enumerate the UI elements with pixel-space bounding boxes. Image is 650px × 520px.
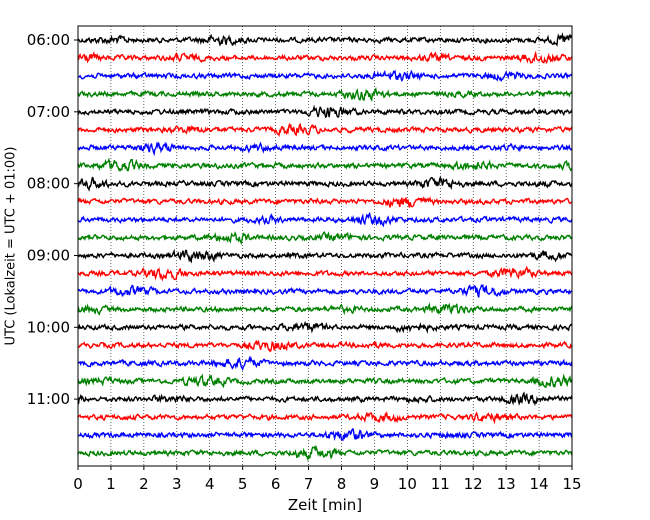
y-tick-label: 08:00 <box>27 175 70 193</box>
x-tick-label: 13 <box>497 475 516 493</box>
y-tick-label: 07:00 <box>27 103 70 121</box>
plot-frame <box>77 25 573 467</box>
x-axis-label: Zeit [min] <box>288 496 362 514</box>
seismogram-trace <box>77 355 573 372</box>
seismogram-trace <box>77 302 573 316</box>
y-tick-label: 06:00 <box>27 31 70 49</box>
seismogram-trace <box>77 196 573 208</box>
seismogram-trace <box>77 231 573 246</box>
seismogram-trace <box>77 265 573 282</box>
x-tick-label: 8 <box>337 475 347 493</box>
seismogram-trace <box>77 248 573 264</box>
seismogram-trace <box>77 373 573 389</box>
x-tick-label: 1 <box>106 475 116 493</box>
seismogram-trace <box>77 428 573 442</box>
x-tick-label: 10 <box>398 475 417 493</box>
seismogram-trace <box>77 410 573 425</box>
x-tick-label: 2 <box>139 475 149 493</box>
seismogram-trace <box>77 141 573 157</box>
x-tick-label: 5 <box>238 475 248 493</box>
seismogram-trace <box>77 211 573 228</box>
seismogram-trace <box>77 283 573 298</box>
y-axis: 06:00 07:00 08:00 09:00 10:00 11:00 <box>27 31 78 408</box>
grid-lines <box>110 26 540 466</box>
x-tick-label: 15 <box>562 475 581 493</box>
x-tick-label: 3 <box>172 475 182 493</box>
y-axis-label: UTC (Lokalzeit = UTC + 01:00) <box>4 147 19 346</box>
seismogram-trace <box>77 50 573 65</box>
seismogram-trace <box>77 122 573 138</box>
x-tick-label: 12 <box>464 475 483 493</box>
x-tick-label: 14 <box>530 475 549 493</box>
x-axis: 0 1 2 3 4 5 6 7 8 9 10 11 12 13 14 15 <box>73 466 582 493</box>
x-tick-label: 7 <box>304 475 314 493</box>
x-tick-label: 4 <box>205 475 215 493</box>
x-tick-label: 0 <box>73 475 83 493</box>
x-tick-label: 9 <box>370 475 380 493</box>
seismogram-trace <box>77 444 573 462</box>
y-tick-label: 11:00 <box>27 390 70 408</box>
trace-group <box>77 32 573 462</box>
y-tick-label: 09:00 <box>27 246 70 264</box>
seismogram-trace <box>77 104 573 119</box>
seismogram-trace <box>77 86 573 102</box>
x-tick-label: 6 <box>271 475 281 493</box>
seismogram-trace <box>77 339 573 353</box>
seismogram-trace <box>77 391 573 407</box>
seismogram-trace <box>77 175 573 192</box>
x-tick-label: 11 <box>431 475 450 493</box>
seismogram-trace <box>77 69 573 83</box>
seismogram-trace <box>77 157 573 173</box>
seismogram-trace <box>77 32 573 47</box>
y-tick-label: 10:00 <box>27 318 70 336</box>
seismogram-trace <box>77 320 573 334</box>
